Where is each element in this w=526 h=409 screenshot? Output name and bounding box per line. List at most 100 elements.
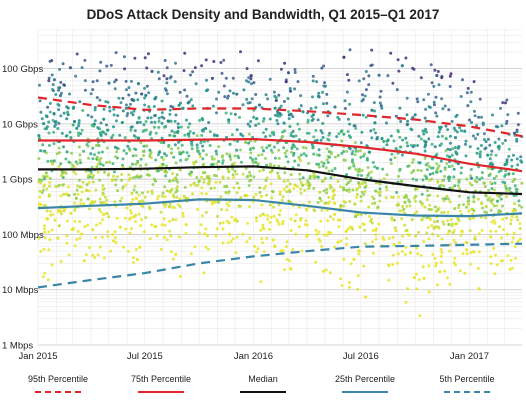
density-dot: [500, 236, 504, 240]
density-dot: [284, 80, 288, 84]
density-dot: [325, 147, 329, 151]
density-dot: [204, 127, 207, 130]
density-dot: [439, 254, 443, 258]
density-dot: [469, 251, 473, 255]
density-dot: [57, 183, 61, 187]
density-dot: [215, 97, 218, 101]
density-dot: [257, 153, 261, 157]
density-dot: [160, 111, 164, 115]
density-dot: [303, 223, 307, 226]
density-dot: [247, 80, 251, 84]
density-dot: [437, 164, 441, 168]
density-dot: [150, 120, 153, 124]
y-tick-label: 1 Gbps: [2, 175, 33, 186]
density-dot: [124, 183, 128, 187]
density-dot: [470, 120, 473, 124]
density-dot: [345, 173, 348, 176]
density-dot: [312, 152, 316, 156]
density-dot: [98, 221, 102, 225]
density-dot: [94, 188, 98, 192]
density-dot: [378, 187, 382, 191]
density-dot: [379, 104, 383, 108]
density-dot: [143, 195, 147, 199]
density-dot: [66, 219, 69, 223]
density-dot: [465, 248, 469, 252]
density-dot: [373, 121, 377, 125]
density-dot: [406, 164, 410, 168]
density-dot: [78, 100, 82, 104]
density-dot: [421, 265, 425, 269]
density-dot: [434, 209, 438, 213]
density-dot: [248, 179, 252, 183]
density-dot: [249, 151, 253, 155]
density-dot: [236, 139, 240, 143]
density-dot: [260, 203, 264, 207]
density-dot: [306, 233, 310, 237]
density-dot: [378, 95, 382, 99]
density-dot: [510, 164, 514, 168]
density-dot: [207, 178, 211, 182]
density-dot: [153, 225, 157, 228]
density-dot: [259, 194, 263, 198]
density-dot: [371, 161, 375, 164]
density-dot: [240, 160, 243, 164]
density-dot: [99, 210, 103, 214]
density-dot: [460, 230, 464, 234]
density-dot: [447, 223, 451, 226]
density-dot: [91, 146, 95, 150]
density-dot: [270, 189, 274, 193]
density-dot: [110, 136, 114, 140]
density-dot: [244, 140, 248, 144]
density-dot: [319, 129, 323, 133]
density-dot: [134, 154, 138, 157]
density-dot: [289, 131, 293, 135]
density-dot: [165, 238, 169, 242]
density-dot: [333, 201, 337, 205]
density-dot: [183, 185, 187, 189]
density-dot: [448, 175, 452, 179]
density-dot: [235, 92, 239, 96]
density-dot: [380, 137, 384, 140]
density-dot: [120, 173, 124, 176]
density-dot: [452, 229, 456, 232]
density-dot: [271, 238, 275, 242]
series-line-median: [38, 165, 523, 196]
density-dot: [347, 78, 351, 82]
density-dot: [400, 64, 404, 68]
density-dot: [150, 191, 154, 195]
density-dot: [125, 114, 129, 118]
density-dot: [438, 270, 442, 274]
density-dot: [400, 153, 404, 157]
density-dot: [229, 240, 233, 243]
density-dot: [174, 161, 178, 165]
density-dot: [123, 216, 127, 220]
density-dot: [42, 224, 46, 228]
density-dot: [278, 111, 282, 115]
density-dot: [312, 135, 316, 139]
density-dot: [247, 132, 251, 136]
density-dot: [261, 223, 265, 227]
density-dot: [126, 250, 130, 253]
density-dot: [459, 129, 463, 133]
density-dot: [326, 161, 330, 164]
density-dot: [96, 253, 100, 257]
density-dot: [71, 163, 75, 167]
density-dot: [75, 188, 79, 192]
density-dot: [440, 260, 443, 264]
density-dot: [129, 128, 133, 132]
density-dot: [125, 88, 128, 92]
density-dot: [501, 101, 505, 105]
density-dot: [103, 256, 106, 260]
density-dot: [148, 148, 152, 152]
density-dot: [157, 116, 161, 120]
density-dot: [299, 191, 303, 195]
density-dot: [333, 155, 337, 159]
density-dot: [480, 171, 484, 175]
density-dot: [100, 218, 104, 222]
density-dot: [98, 98, 102, 102]
density-dot: [351, 149, 355, 153]
y-tick-label: 10 Mbps: [2, 285, 39, 296]
density-dot: [433, 257, 437, 260]
density-dot: [482, 181, 486, 185]
density-dot: [289, 89, 292, 93]
